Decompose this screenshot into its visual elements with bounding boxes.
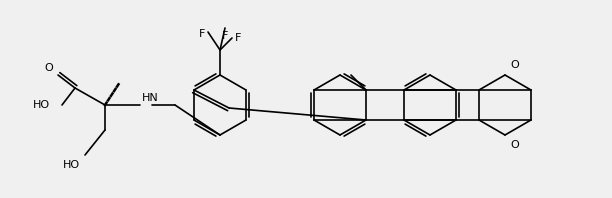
- Text: HN: HN: [142, 93, 159, 103]
- Text: O: O: [44, 63, 53, 73]
- Text: HO: HO: [63, 160, 80, 170]
- Text: O: O: [510, 140, 519, 150]
- Text: HO: HO: [33, 100, 50, 110]
- Text: F: F: [235, 33, 241, 43]
- Text: F: F: [199, 29, 205, 39]
- Text: O: O: [510, 60, 519, 70]
- Text: F: F: [222, 31, 228, 41]
